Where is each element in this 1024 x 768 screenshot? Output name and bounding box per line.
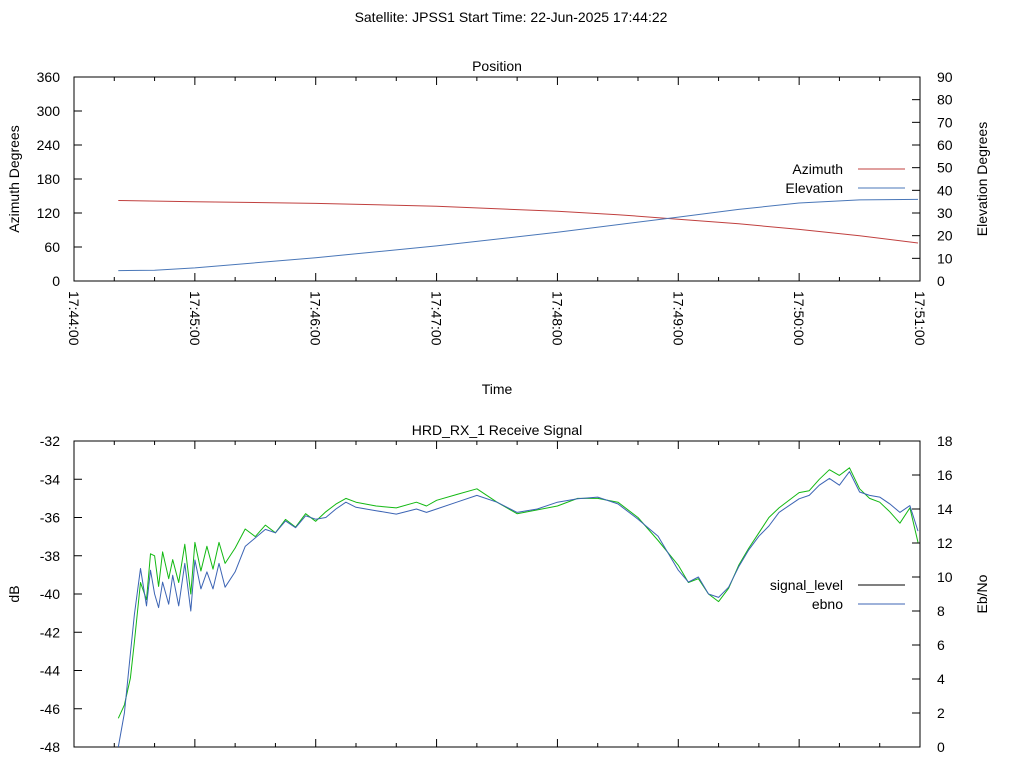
y2-tick-label: 14 (937, 501, 953, 517)
position-y2label: Elevation Degrees (974, 122, 990, 236)
x-tick-label: 17:45:00 (187, 291, 203, 346)
y-tick-label: 360 (37, 69, 61, 85)
y2-tick-label: 80 (937, 92, 953, 108)
position-ticks: 17:44:00 17:45:00 17:46:00 17:47:00 17:48:00… (37, 69, 953, 346)
y-tick-label: -34 (40, 471, 60, 487)
y-tick-label: 120 (37, 205, 61, 221)
main-title: Satellite: JPSS1 Start Time: 22-Jun-2025… (355, 9, 668, 25)
x-tick-label: 17:51:00 (912, 291, 928, 346)
series-line-azimuth (118, 200, 919, 244)
y-tick-label: -42 (40, 624, 60, 640)
signal-ylabel: dB (6, 585, 22, 602)
y-tick-label: -48 (40, 739, 60, 755)
legend-label-signal-level: signal_level (770, 577, 843, 593)
y2-tick-label: 0 (937, 739, 945, 755)
x-tick-label: 17:46:00 (308, 291, 324, 346)
y2-tick-label: 20 (937, 228, 953, 244)
signal-series (117, 467, 919, 748)
y-tick-label: -38 (40, 548, 60, 564)
legend-label-ebno: ebno (812, 596, 843, 612)
signal-ticks: -48 -46 -44 -42 -40 -38 -36 -34 -32 0 2 4 6 8 10 12 14 16… (40, 433, 953, 755)
series-line-elevation (118, 198, 919, 272)
y-tick-label: 0 (52, 273, 60, 289)
legend-label-elevation: Elevation (785, 180, 843, 196)
y2-tick-label: 4 (937, 671, 945, 687)
y2-tick-label: 40 (937, 182, 953, 198)
signal-plot-frame (73, 440, 921, 748)
y-tick-label: 300 (37, 103, 61, 119)
position-xlabel: Time (482, 381, 513, 397)
position-series (118, 198, 919, 272)
signal-chart: HRD_RX_1 Receive Signal dB Eb/No -48-46-… (6, 422, 990, 755)
signal-title: HRD_RX_1 Receive Signal (412, 422, 582, 438)
series-line-ebno (117, 471, 919, 748)
y2-tick-label: 16 (937, 467, 953, 483)
signal-y2label: Eb/No (974, 574, 990, 613)
y-tick-label: -46 (40, 701, 60, 717)
y2-tick-label: 18 (937, 433, 953, 449)
y2-tick-label: 8 (937, 603, 945, 619)
y2-tick-label: 90 (937, 69, 953, 85)
position-chart: Position Azimuth Degrees Elevation Degre… (6, 58, 990, 397)
legend-label-azimuth: Azimuth (792, 161, 843, 177)
position-ylabel: Azimuth Degrees (6, 125, 22, 232)
y2-tick-label: 30 (937, 205, 953, 221)
x-tick-label: 17:44:00 (66, 291, 82, 346)
x-tick-label: 17:49:00 (670, 291, 686, 346)
y-tick-label: 60 (44, 239, 60, 255)
y2-tick-label: 6 (937, 637, 945, 653)
signal-legend: signal_level ebno (770, 577, 905, 612)
y-tick-label: 180 (37, 171, 61, 187)
y2-tick-label: 2 (937, 705, 945, 721)
y2-tick-label: 60 (937, 137, 953, 153)
y2-tick-label: 10 (937, 250, 953, 266)
y-tick-label: -44 (40, 663, 60, 679)
y2-tick-label: 50 (937, 160, 953, 176)
y-tick-label: 240 (37, 137, 61, 153)
position-title: Position (472, 58, 522, 74)
x-tick-label: 17:47:00 (429, 291, 445, 346)
y2-tick-label: 10 (937, 569, 953, 585)
y-tick-label: -40 (40, 586, 60, 602)
position-legend: Azimuth Elevation (785, 161, 905, 196)
position-plot-frame (73, 76, 921, 282)
y-tick-label: -36 (40, 510, 60, 526)
x-tick-label: 17:50:00 (791, 291, 807, 346)
x-tick-label: 17:48:00 (549, 291, 565, 346)
y2-tick-label: 70 (937, 114, 953, 130)
y-tick-label: -32 (40, 433, 60, 449)
y2-tick-label: 0 (937, 273, 945, 289)
series-line-signal-level (117, 467, 919, 719)
y2-tick-label: 12 (937, 535, 953, 551)
